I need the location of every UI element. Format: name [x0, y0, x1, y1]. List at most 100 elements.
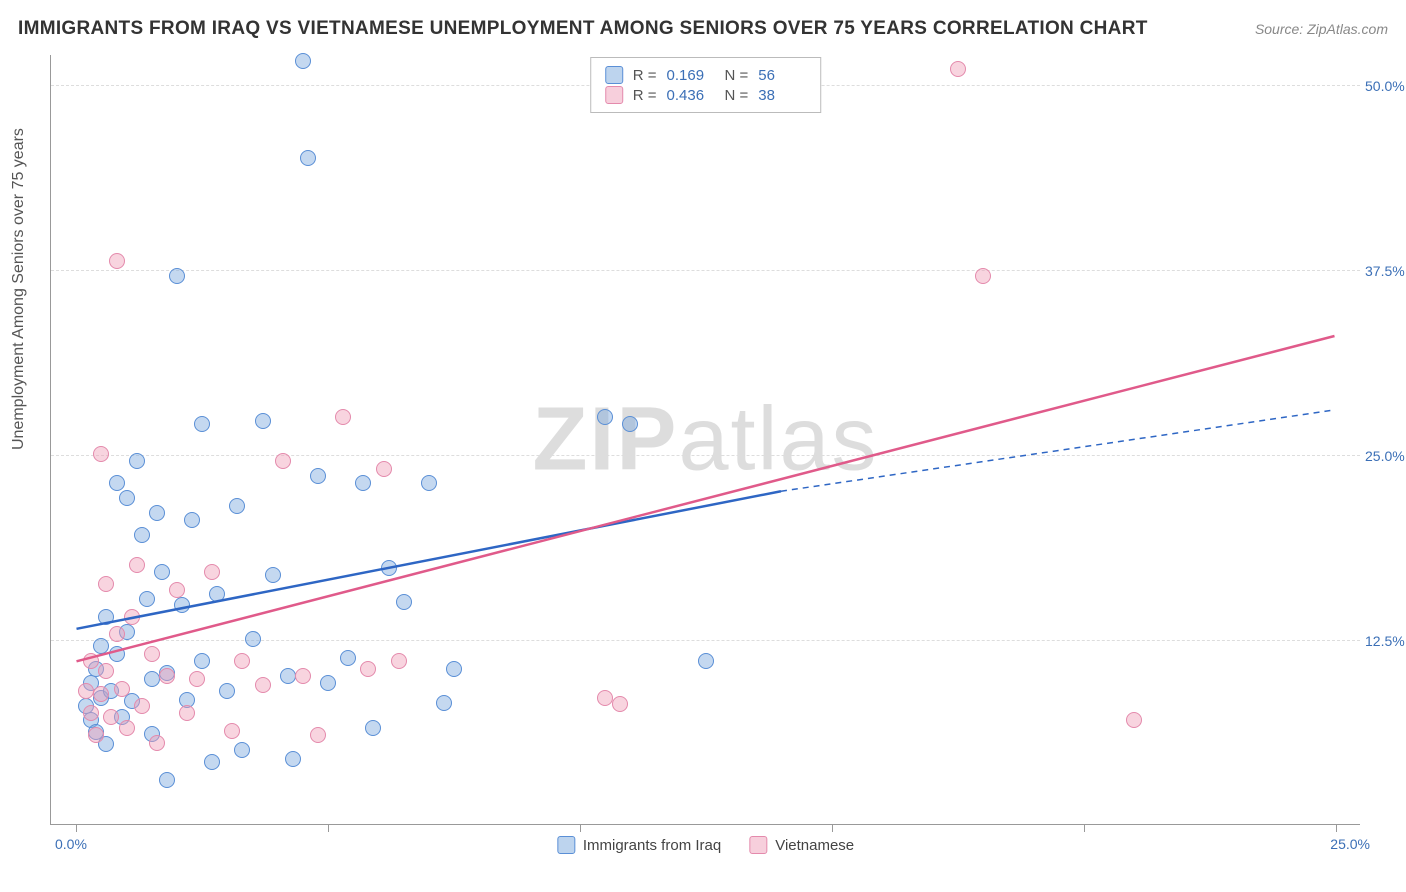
data-point: [597, 409, 613, 425]
data-point: [109, 626, 125, 642]
data-point: [975, 268, 991, 284]
data-point: [98, 576, 114, 592]
x-tick: [832, 824, 833, 832]
data-point: [169, 268, 185, 284]
data-point: [365, 720, 381, 736]
data-point: [189, 671, 205, 687]
y-axis-label: Unemployment Among Seniors over 75 years: [10, 128, 28, 450]
n-label-2: N =: [725, 87, 749, 104]
data-point: [355, 475, 371, 491]
data-point: [109, 253, 125, 269]
data-point: [320, 675, 336, 691]
data-point: [134, 527, 150, 543]
trend-line-solid: [77, 336, 1335, 661]
x-tick: [1336, 824, 1337, 832]
y-tick-label: 25.0%: [1365, 448, 1406, 464]
data-point: [310, 468, 326, 484]
data-point: [93, 638, 109, 654]
swatch-blue-icon: [557, 836, 575, 854]
data-point: [93, 686, 109, 702]
data-point: [381, 560, 397, 576]
legend-stats-row-1: R = 0.169 N = 56: [605, 66, 807, 84]
x-tick: [1084, 824, 1085, 832]
data-point: [103, 709, 119, 725]
data-point: [184, 512, 200, 528]
data-point: [159, 668, 175, 684]
legend-stats-row-2: R = 0.436 N = 38: [605, 86, 807, 104]
data-point: [234, 742, 250, 758]
data-point: [698, 653, 714, 669]
legend-label-1: Immigrants from Iraq: [583, 837, 721, 854]
r-label-2: R =: [633, 87, 657, 104]
data-point: [421, 475, 437, 491]
legend-label-2: Vietnamese: [775, 837, 854, 854]
data-point: [109, 646, 125, 662]
data-point: [98, 663, 114, 679]
y-tick-label: 12.5%: [1365, 633, 1406, 649]
data-point: [139, 591, 155, 607]
data-point: [219, 683, 235, 699]
data-point: [335, 409, 351, 425]
data-point: [119, 490, 135, 506]
swatch-blue-icon: [605, 66, 623, 84]
watermark-light: atlas: [678, 389, 878, 489]
data-point: [950, 61, 966, 77]
data-point: [83, 653, 99, 669]
data-point: [98, 609, 114, 625]
data-point: [622, 416, 638, 432]
data-point: [119, 720, 135, 736]
data-point: [310, 727, 326, 743]
data-point: [285, 751, 301, 767]
data-point: [255, 413, 271, 429]
data-point: [83, 705, 99, 721]
gridline: 37.5%: [51, 270, 1360, 271]
n-label: N =: [725, 67, 749, 84]
data-point: [124, 609, 140, 625]
data-point: [295, 53, 311, 69]
x-tick-label-left: 0.0%: [55, 836, 87, 852]
data-point: [149, 505, 165, 521]
x-tick-label-right: 25.0%: [1330, 836, 1370, 852]
data-point: [245, 631, 261, 647]
data-point: [144, 646, 160, 662]
data-point: [255, 677, 271, 693]
x-tick: [328, 824, 329, 832]
data-point: [1126, 712, 1142, 728]
legend-stats: R = 0.169 N = 56 R = 0.436 N = 38: [590, 57, 822, 113]
chart-title: IMMIGRANTS FROM IRAQ VS VIETNAMESE UNEMP…: [18, 18, 1148, 40]
data-point: [78, 683, 94, 699]
r-value-1: 0.169: [667, 67, 715, 84]
data-point: [154, 564, 170, 580]
plot-area: ZIPatlas 12.5%25.0%37.5%50.0% R = 0.169 …: [50, 55, 1360, 825]
data-point: [159, 772, 175, 788]
data-point: [174, 597, 190, 613]
data-point: [360, 661, 376, 677]
data-point: [340, 650, 356, 666]
data-point: [391, 653, 407, 669]
watermark-bold: ZIP: [532, 389, 678, 489]
data-point: [88, 727, 104, 743]
chart-header: IMMIGRANTS FROM IRAQ VS VIETNAMESE UNEMP…: [18, 18, 1388, 40]
data-point: [109, 475, 125, 491]
data-point: [234, 653, 250, 669]
data-point: [93, 446, 109, 462]
data-point: [612, 696, 628, 712]
data-point: [265, 567, 281, 583]
data-point: [129, 453, 145, 469]
data-point: [446, 661, 462, 677]
y-tick-label: 37.5%: [1365, 263, 1406, 279]
data-point: [597, 690, 613, 706]
trend-lines: [51, 55, 1360, 824]
r-label: R =: [633, 67, 657, 84]
trend-line-dashed: [781, 410, 1335, 491]
legend-item-1: Immigrants from Iraq: [557, 836, 721, 854]
watermark: ZIPatlas: [532, 388, 878, 491]
swatch-pink-icon: [749, 836, 767, 854]
x-tick: [76, 824, 77, 832]
y-tick-label: 50.0%: [1365, 78, 1406, 94]
data-point: [300, 150, 316, 166]
data-point: [194, 653, 210, 669]
data-point: [204, 564, 220, 580]
gridline: 25.0%: [51, 455, 1360, 456]
data-point: [275, 453, 291, 469]
